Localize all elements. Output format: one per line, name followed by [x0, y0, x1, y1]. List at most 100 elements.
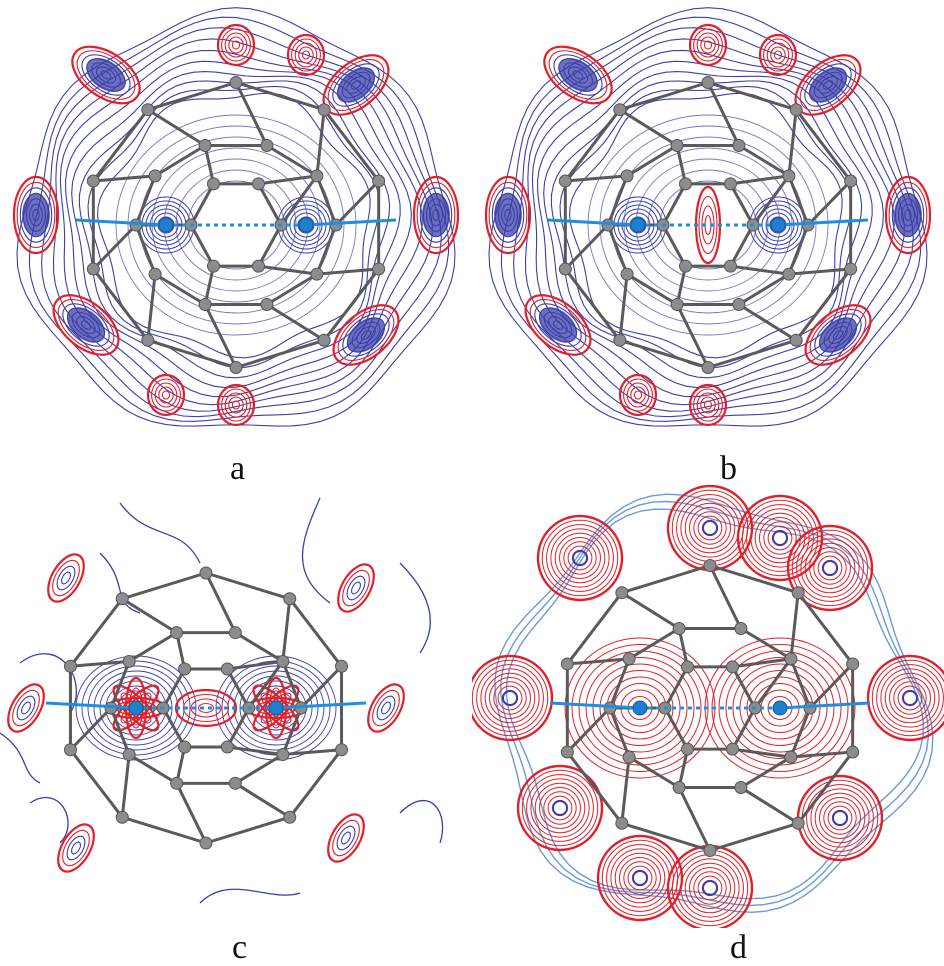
panel-c-label: c — [232, 929, 248, 966]
cage-bond — [258, 264, 318, 276]
density-lobe — [810, 788, 870, 848]
carbon-atom — [724, 177, 737, 191]
cage-bond — [706, 81, 741, 147]
density-lobe — [889, 677, 931, 719]
carbon-atom — [615, 816, 629, 830]
panel-a-label: a — [230, 450, 246, 487]
density-core — [822, 560, 838, 576]
panel-b-label: b — [720, 450, 737, 487]
density-lobe — [766, 42, 790, 68]
density-lobe — [534, 782, 586, 834]
density-core — [832, 810, 848, 826]
density-lobe — [827, 805, 853, 831]
cage-bond — [161, 707, 186, 748]
cage-bond — [227, 745, 284, 757]
cage-bond — [796, 591, 854, 665]
density-lobe — [697, 515, 723, 541]
density-lobe — [539, 787, 581, 829]
density-lobe — [693, 871, 727, 905]
carbon-atom — [782, 169, 796, 183]
density-lobe — [736, 494, 824, 582]
cage-bond — [69, 706, 113, 751]
inner-contour — [127, 125, 345, 325]
density-lobe — [228, 36, 244, 54]
carbon-atom — [558, 174, 572, 188]
density-lobe — [758, 33, 798, 77]
carbon-atom — [276, 654, 290, 668]
carbon-atom — [846, 657, 860, 671]
panel-b: b — [472, 0, 944, 486]
cage-bond — [621, 591, 680, 630]
inner-contour — [187, 180, 285, 270]
density-core — [422, 193, 450, 237]
cage-bond — [147, 338, 237, 369]
cage-bond — [606, 224, 629, 275]
diff-contour — [119, 502, 201, 564]
density-lobe — [526, 774, 594, 842]
carbon-atom — [199, 566, 213, 580]
density-lobe — [823, 801, 857, 835]
central-lobe — [694, 185, 722, 265]
carbon-atom — [679, 177, 692, 191]
density-lobe — [298, 46, 314, 64]
density-lobe — [693, 388, 723, 422]
cage-bond — [134, 224, 157, 275]
carbon-atom — [372, 174, 386, 188]
density-lobe — [221, 28, 251, 62]
carbon-atom — [220, 740, 234, 754]
cage-bond — [606, 175, 629, 226]
carbon-atom — [784, 652, 798, 666]
density-lobe — [62, 303, 110, 347]
cage-bond — [620, 756, 631, 824]
cage-bond — [661, 224, 687, 267]
carbon-atom — [670, 138, 684, 152]
density-core — [702, 880, 718, 896]
density-lobe — [327, 59, 385, 111]
cage-bond — [235, 338, 325, 369]
cage-bond — [677, 628, 689, 668]
density-lobe — [630, 386, 646, 404]
panel-a: a — [0, 0, 472, 486]
edge-lobe — [7, 683, 45, 733]
carbon-atom — [283, 592, 297, 606]
density-lobe — [146, 373, 186, 417]
density-core — [558, 57, 598, 93]
carbon-atom — [276, 748, 290, 762]
cage-bond — [806, 179, 852, 227]
cage-bond — [92, 223, 138, 271]
density-core — [502, 690, 518, 706]
panel-d: d — [472, 483, 944, 965]
density-lobe — [627, 865, 653, 891]
density-lobe — [154, 382, 178, 408]
edge-lobe — [47, 553, 85, 603]
cage-bond — [808, 662, 854, 710]
cage-bond — [203, 145, 215, 185]
cage-bond — [621, 821, 711, 852]
edge-lobe — [332, 819, 360, 857]
cage-bond — [128, 631, 178, 663]
carbon-atom — [260, 298, 274, 312]
density-lobe — [158, 386, 174, 404]
carbon-atom — [672, 781, 686, 795]
carbon-atom — [613, 333, 627, 347]
cage-bond — [626, 144, 678, 178]
carbon-atom — [122, 654, 136, 668]
carbon-atom — [141, 333, 155, 347]
cage-bond — [282, 748, 342, 757]
density-lobe — [534, 303, 582, 347]
panel-d-label: d — [730, 929, 747, 966]
density-lobe — [623, 861, 657, 895]
cage-bond — [227, 659, 284, 671]
carbon-atom — [724, 259, 737, 273]
panel-b-figure — [484, 7, 932, 427]
cage-bond — [316, 267, 379, 276]
cage-bond — [234, 782, 291, 819]
density-lobe — [416, 181, 456, 249]
cage-bond — [794, 108, 852, 182]
cage-bond — [564, 268, 622, 342]
cage-bond — [564, 223, 610, 271]
density-lobe — [541, 519, 619, 597]
density-lobe — [161, 390, 171, 400]
carbon-atom — [791, 816, 805, 830]
density-lobe — [750, 508, 810, 568]
